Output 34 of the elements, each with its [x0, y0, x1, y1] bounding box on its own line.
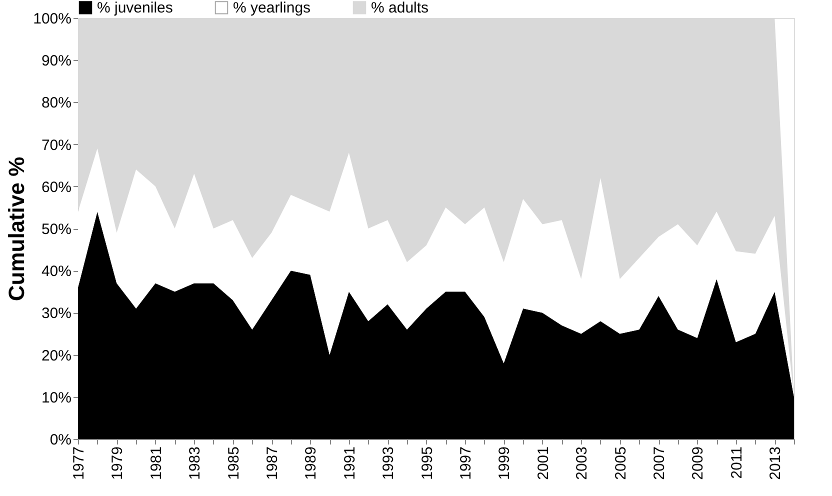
- x-tick-label: 2001: [534, 446, 552, 480]
- y-tick-label: 60%: [41, 178, 72, 196]
- y-axis-title: Cumulative %: [4, 156, 30, 302]
- y-tick-label: 30%: [41, 305, 72, 322]
- y-tick-label: 80%: [41, 94, 72, 112]
- x-tick-label: 1987: [264, 446, 282, 480]
- x-tick-label: 2007: [651, 446, 668, 480]
- x-tick-label: 1991: [341, 446, 358, 480]
- x-tick-label: 1997: [458, 446, 475, 480]
- y-tick-label: 90%: [41, 52, 72, 70]
- x-tick-label: 1989: [302, 446, 320, 480]
- legend-label: % adults: [371, 0, 429, 17]
- x-tick-label: 1999: [496, 446, 514, 480]
- y-tick-label: 10%: [41, 389, 72, 406]
- x-tick-label: 1983: [186, 446, 204, 480]
- x-tick-label: 2003: [574, 446, 591, 480]
- legend-label: % yearlings: [233, 0, 311, 17]
- y-tick-label: 20%: [41, 347, 72, 364]
- x-tick-label: 1981: [148, 446, 165, 480]
- y-tick-label: 0%: [50, 432, 72, 448]
- x-tick-label: 2013: [767, 446, 784, 480]
- y-tick-label: 100%: [33, 10, 72, 28]
- x-tick-label: 1979: [109, 446, 126, 480]
- x-tick-label: 1995: [418, 446, 436, 480]
- x-tick-label: 1993: [380, 446, 398, 480]
- y-tick-label: 50%: [41, 221, 72, 238]
- y-tick-label: 70%: [41, 136, 72, 154]
- x-tick-label: 2009: [690, 446, 707, 480]
- x-tick-label: 2005: [612, 446, 630, 480]
- x-tick-label: 1985: [225, 446, 242, 480]
- y-tick-label: 40%: [41, 263, 72, 280]
- x-tick-label: 2011: [728, 446, 746, 479]
- legend-label: % juveniles: [97, 0, 173, 17]
- x-tick-label: 1977: [70, 446, 88, 480]
